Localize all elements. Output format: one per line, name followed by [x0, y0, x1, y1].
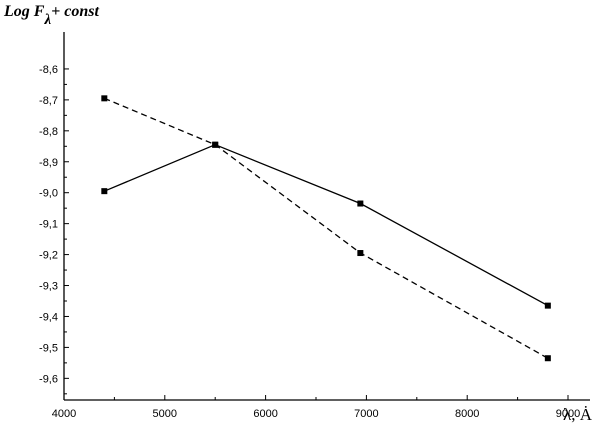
y-tick-label: -9,0 — [39, 188, 58, 200]
y-tick-label: -9,4 — [39, 311, 58, 323]
x-tick-label: 8000 — [455, 408, 479, 420]
axes — [63, 32, 590, 401]
y-tick-label: -9,1 — [39, 219, 58, 231]
y-axis-title-subscript: λ — [44, 12, 52, 28]
y-tick-label: -8,8 — [39, 126, 58, 138]
x-tick-label: 9000 — [556, 408, 580, 420]
x-tick-label: 5000 — [153, 408, 177, 420]
data-point-dashed — [357, 250, 364, 257]
y-tick-label: -9,6 — [39, 373, 58, 385]
data-point-dashed — [212, 141, 219, 148]
y-tick-label: -9,3 — [39, 281, 58, 293]
data-point-solid — [357, 200, 364, 207]
y-tick-label: -8,9 — [39, 157, 58, 169]
series-layer — [101, 95, 551, 362]
data-point-dashed — [544, 355, 551, 362]
series-line-dashed — [104, 97, 549, 359]
tick-labels: -8,6 -8,7 -8,8 -8,9 -9,0 -9,1 -9,2 -9,3 -9,4 -9,5… — [39, 64, 580, 420]
y-tick-label: -9,2 — [39, 250, 58, 262]
x-tick-label: 7000 — [354, 408, 378, 420]
y-axis-title-suffix: + const — [51, 3, 99, 20]
y-axis-title: Log Fλ+ const — [4, 3, 99, 28]
x-tick-label: 6000 — [253, 408, 277, 420]
y-axis-title-main: Log F — [4, 3, 45, 20]
data-point-solid — [544, 302, 551, 309]
y-tick-label: -8,7 — [39, 95, 58, 107]
series-line-solid — [104, 143, 549, 307]
data-point-solid — [101, 188, 108, 195]
y-tick-label: -8,6 — [39, 64, 58, 76]
y-tick-label: -9,5 — [39, 342, 58, 354]
data-point-dashed — [101, 95, 108, 102]
x-tick-label: 4000 — [52, 408, 76, 420]
x-axis-title: λ, Ȧ — [563, 405, 593, 424]
